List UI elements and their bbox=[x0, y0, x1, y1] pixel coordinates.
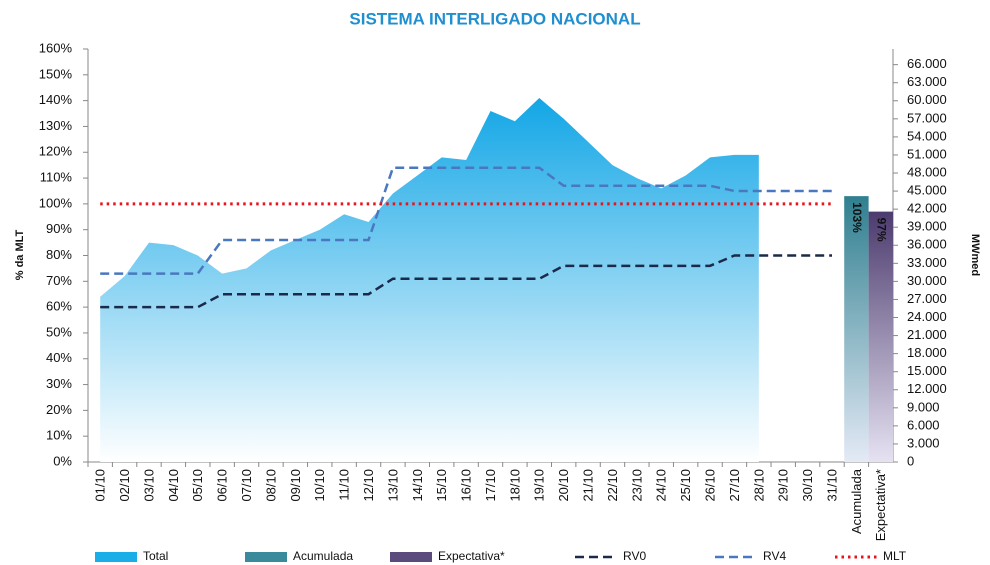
x-tick-label: 31/10 bbox=[824, 469, 839, 502]
y-tick-label: 50% bbox=[46, 324, 72, 339]
y2-tick-label: 36.000 bbox=[907, 237, 947, 252]
legend-label: RV4 bbox=[763, 549, 786, 563]
x-tick-label: 05/10 bbox=[190, 469, 205, 502]
y-tick-label: 130% bbox=[39, 118, 73, 133]
y-tick-label: 140% bbox=[39, 92, 73, 107]
x-tick-label: 02/10 bbox=[117, 469, 132, 502]
y2-tick-label: 60.000 bbox=[907, 92, 947, 107]
y2-tick-label: 33.000 bbox=[907, 255, 947, 270]
x-tick-label: 03/10 bbox=[141, 469, 156, 502]
x-tick-label: 16/10 bbox=[459, 469, 474, 502]
x-tick-label: 18/10 bbox=[507, 469, 522, 502]
y2-tick-label: 57.000 bbox=[907, 110, 947, 125]
x-tick-label: 28/10 bbox=[751, 469, 766, 502]
y-tick-label: 150% bbox=[39, 66, 73, 81]
y2-axis-label: MWmed bbox=[969, 234, 981, 276]
x-tick-label: 04/10 bbox=[166, 469, 181, 502]
y2-tick-label: 3.000 bbox=[907, 435, 940, 450]
legend-label: RV0 bbox=[623, 549, 646, 563]
y-tick-label: 160% bbox=[39, 40, 73, 55]
x-tick-label: 29/10 bbox=[776, 469, 791, 502]
y2-tick-label: 30.000 bbox=[907, 273, 947, 288]
y-tick-label: 10% bbox=[46, 428, 72, 443]
x-tick-label: Expectativa* bbox=[873, 469, 888, 541]
x-tick-label: 20/10 bbox=[556, 469, 571, 502]
bar bbox=[868, 211, 893, 462]
y2-tick-label: 63.000 bbox=[907, 74, 947, 89]
x-tick-label: 13/10 bbox=[385, 469, 400, 502]
x-tick-label: 22/10 bbox=[605, 469, 620, 502]
value-label: 97% bbox=[875, 218, 889, 242]
value-label: 103% bbox=[850, 202, 864, 233]
y2-tick-label: 0 bbox=[907, 453, 914, 468]
y2-tick-label: 15.000 bbox=[907, 363, 947, 378]
x-tick-label: 06/10 bbox=[215, 469, 230, 502]
chart-title: SISTEMA INTERLIGADO NACIONAL bbox=[349, 9, 640, 28]
x-tick-label: Acumulada bbox=[849, 468, 864, 534]
x-tick-label: 14/10 bbox=[410, 469, 425, 502]
legend-swatch bbox=[245, 552, 287, 562]
line bbox=[100, 254, 833, 309]
legend-label: Acumulada bbox=[293, 549, 353, 563]
y2-tick-label: 27.000 bbox=[907, 291, 947, 306]
line bbox=[100, 166, 833, 275]
y2-tick-label: 12.000 bbox=[907, 381, 947, 396]
y2-tick-label: 45.000 bbox=[907, 183, 947, 198]
x-tick-label: 23/10 bbox=[629, 469, 644, 502]
x-tick-label: 26/10 bbox=[702, 469, 717, 502]
x-tick-label: 27/10 bbox=[727, 469, 742, 502]
y2-tick-label: 9.000 bbox=[907, 399, 940, 414]
x-tick-label: 19/10 bbox=[532, 469, 547, 502]
y-tick-label: 70% bbox=[46, 273, 72, 288]
y-tick-label: 110% bbox=[40, 170, 73, 185]
y2-tick-label: 48.000 bbox=[907, 164, 947, 179]
y-tick-label: 60% bbox=[46, 299, 72, 314]
area bbox=[100, 98, 759, 462]
x-tick-label: 10/10 bbox=[312, 469, 327, 502]
y-tick-label: 120% bbox=[39, 144, 73, 159]
x-tick-label: 07/10 bbox=[239, 469, 254, 502]
x-tick-label: 30/10 bbox=[800, 469, 815, 502]
x-tick-label: 17/10 bbox=[483, 469, 498, 502]
y-tick-label: 90% bbox=[46, 221, 72, 236]
x-tick-label: 25/10 bbox=[678, 469, 693, 502]
y2-tick-label: 6.000 bbox=[907, 417, 940, 432]
y2-tick-label: 51.000 bbox=[907, 146, 947, 161]
x-tick-label: 08/10 bbox=[263, 469, 278, 502]
y-tick-label: 100% bbox=[39, 195, 73, 210]
x-tick-label: 09/10 bbox=[288, 469, 303, 502]
y-tick-label: 0% bbox=[53, 453, 72, 468]
y2-tick-label: 18.000 bbox=[907, 345, 947, 360]
y2-tick-label: 24.000 bbox=[907, 309, 947, 324]
legend-swatch bbox=[390, 552, 432, 562]
bar bbox=[844, 196, 869, 462]
y-axis-label: % da MLT bbox=[14, 229, 26, 280]
y2-tick-label: 54.000 bbox=[907, 128, 947, 143]
y-tick-label: 20% bbox=[46, 402, 72, 417]
x-tick-label: 24/10 bbox=[654, 469, 669, 502]
y-tick-label: 40% bbox=[46, 350, 72, 365]
x-tick-label: 21/10 bbox=[581, 469, 596, 502]
legend-swatch bbox=[95, 552, 137, 562]
x-tick-label: 11/10 bbox=[337, 469, 352, 501]
legend-label: MLT bbox=[883, 549, 907, 563]
y-tick-label: 80% bbox=[46, 247, 72, 262]
legend-label: Expectativa* bbox=[438, 549, 505, 563]
y-tick-label: 30% bbox=[46, 376, 72, 391]
y2-tick-label: 21.000 bbox=[907, 327, 947, 342]
x-tick-label: 12/10 bbox=[361, 469, 376, 502]
x-tick-label: 01/10 bbox=[93, 469, 108, 502]
legend-label: Total bbox=[143, 549, 168, 563]
y2-tick-label: 66.000 bbox=[907, 56, 947, 71]
x-tick-label: 15/10 bbox=[434, 469, 449, 502]
y2-tick-label: 39.000 bbox=[907, 219, 947, 234]
y2-tick-label: 42.000 bbox=[907, 201, 947, 216]
